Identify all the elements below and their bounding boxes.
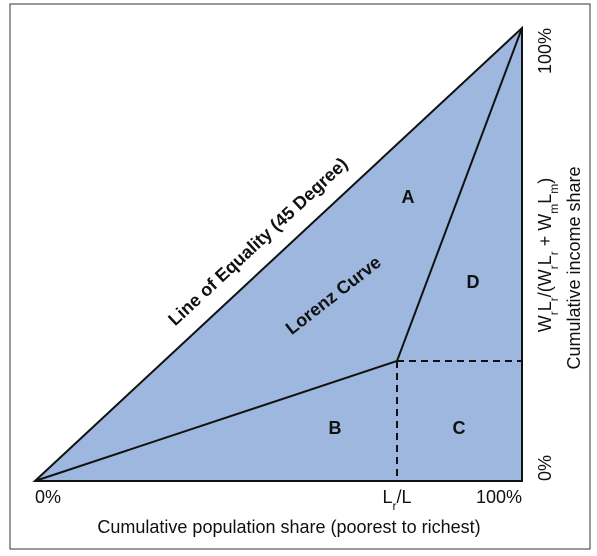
subscript: r	[393, 499, 397, 513]
subscript: m	[547, 204, 561, 214]
subscript: r	[547, 297, 561, 301]
subscript: r	[547, 265, 561, 269]
label-part: L	[535, 301, 555, 311]
y-end-label: 100%	[535, 28, 555, 74]
region-label: B	[329, 418, 342, 438]
label-part: L	[535, 255, 555, 265]
label-part: + W	[535, 214, 555, 252]
region-label: C	[453, 418, 466, 438]
y-start-label: 0%	[535, 455, 555, 481]
triangle	[32, 25, 523, 482]
region-label: A	[402, 187, 415, 207]
subscript: r	[547, 251, 561, 255]
label-part: W	[535, 315, 555, 332]
y-axis-title: Cumulative income share	[564, 166, 584, 369]
region-label: D	[467, 272, 480, 292]
label-part: L	[535, 194, 555, 204]
subscript: r	[547, 311, 561, 315]
x-mid-label: Lr/L	[382, 487, 411, 513]
subscript: m	[547, 184, 561, 194]
y-mid-label: WrLr/(WrLr + WmLm)	[535, 178, 561, 333]
x-end-label: 100%	[476, 487, 522, 507]
label-part: /L	[397, 487, 412, 507]
x-start-label: 0%	[35, 487, 61, 507]
label-part: /(W	[535, 269, 555, 297]
label-part: )	[535, 178, 555, 184]
x-axis-title: Cumulative population share (poorest to …	[97, 517, 480, 537]
label-part: L	[382, 487, 392, 507]
